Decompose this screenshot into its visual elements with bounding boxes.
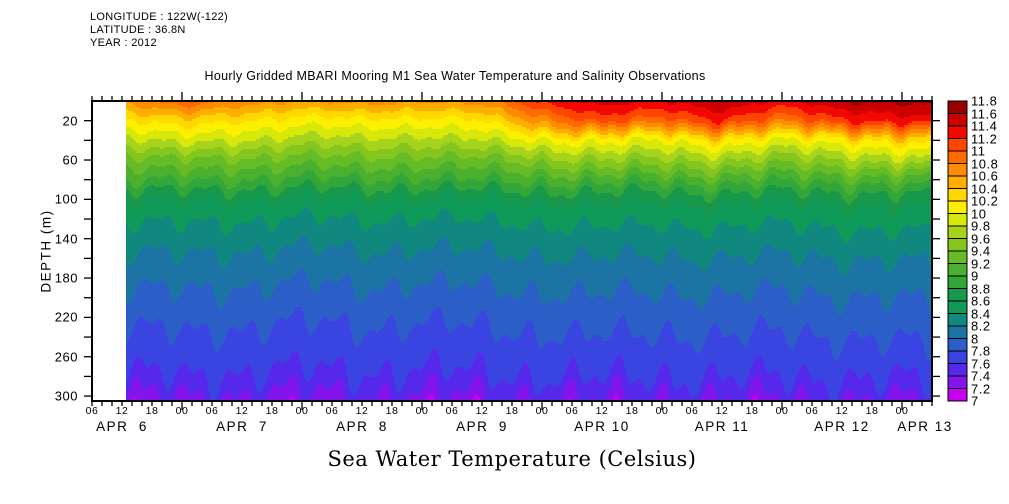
x-axis-hour-label: 12: [355, 405, 369, 417]
x-axis-day-label: APR 6: [96, 419, 148, 434]
colorbar-tick-label: 9.8: [971, 218, 991, 234]
x-axis-day-label: APR 11: [694, 419, 750, 434]
colorbar-tick-label: 10.4: [971, 181, 999, 196]
x-axis-hour-label: 18: [745, 405, 759, 417]
x-axis-hour-label: 00: [895, 405, 909, 417]
header-info: LONGITUDE : 122W(-122) LATITUDE : 36.8N …: [90, 11, 228, 50]
x-axis-day-label: APR 9: [456, 419, 508, 434]
x-axis-hour-label: 18: [505, 405, 519, 417]
x-axis-hour-label: 18: [265, 405, 279, 417]
x-axis-hour-label: 00: [295, 405, 309, 417]
x-axis-hour-label: 12: [715, 405, 729, 417]
y-axis-tick-label: 220: [54, 309, 78, 325]
y-axis-tick-label: 140: [54, 231, 78, 247]
colorbar-tick-label: 7.2: [971, 381, 991, 396]
x-axis-day-label: APR 8: [336, 419, 388, 434]
x-axis-hour-label: 18: [625, 405, 639, 417]
x-axis-hour-label: 06: [685, 405, 699, 417]
y-axis-tick-label: 300: [54, 388, 78, 404]
x-axis-hour-label: 00: [775, 405, 789, 417]
colorbar-tick-label: 9.4: [971, 243, 991, 259]
x-axis-hour-label: 00: [415, 405, 429, 417]
x-axis-hour-label: 12: [475, 405, 489, 417]
colorbar-tick-label: 8: [971, 331, 979, 346]
colorbar-tick-label: 8.2: [971, 318, 991, 334]
colorbar-tick-label: 7.6: [971, 356, 991, 371]
x-axis-hour-label: 06: [325, 405, 339, 417]
colorbar-tick-label: 11.6: [971, 106, 998, 121]
colorbar-tick-label: 7.4: [971, 368, 991, 384]
x-axis-day-label: APR 7: [216, 419, 268, 434]
y-axis-tick-label: 20: [62, 113, 78, 129]
x-axis-hour-label: 12: [235, 405, 249, 417]
colorbar-tick-label: 9: [971, 268, 979, 284]
colorbar-tick-label: 7.8: [971, 343, 991, 359]
colorbar-tick-label: 9.6: [971, 231, 991, 246]
y-axis-title: DEPTH (m): [38, 209, 54, 293]
colorbar-tick-label: 8.4: [971, 306, 991, 321]
y-axis-tick-label: 100: [54, 191, 78, 207]
x-axis-hour-label: 18: [145, 405, 159, 417]
colorbar-tick-label: 10: [971, 206, 987, 221]
y-axis-tick-label: 260: [54, 349, 78, 365]
colorbar-tick-label: 10.6: [971, 168, 999, 184]
colorbar-tick-label: 11.4: [971, 118, 998, 134]
x-axis-hour-label: 12: [115, 405, 129, 417]
header-latitude: LATITUDE : 36.8N: [90, 24, 186, 36]
x-axis-variable-title: Sea Water Temperature (Celsius): [327, 447, 697, 471]
colorbar-tick-label: 9.2: [971, 256, 991, 271]
colorbar-tick-label: 11.2: [971, 131, 998, 146]
x-axis-hour-label: 06: [565, 405, 579, 417]
x-axis-day-label: APR 12: [814, 419, 870, 434]
colorbar-tick-label: 7: [971, 393, 979, 409]
colorbar-tick-label: 8.8: [971, 281, 991, 296]
x-axis-hour-label: 00: [175, 405, 189, 417]
x-axis-hour-label: 06: [805, 405, 819, 417]
x-axis-day-label: APR 10: [574, 419, 630, 434]
x-axis-hour-label: 12: [595, 405, 609, 417]
y-axis-tick-label: 180: [54, 270, 78, 286]
x-axis-hour-label: 00: [535, 405, 549, 417]
colorbar-tick-label: 10.8: [971, 156, 999, 171]
x-axis-day-label: APR 13: [897, 419, 953, 434]
chart-title: Hourly Gridded MBARI Mooring M1 Sea Wate…: [204, 69, 706, 83]
x-axis-hour-label: 12: [835, 405, 849, 417]
x-axis-hour-label: 18: [865, 405, 879, 417]
x-axis-hour-label: 00: [655, 405, 669, 417]
header-longitude: LONGITUDE : 122W(-122): [90, 11, 229, 23]
colorbar-tick-label: 11: [971, 143, 986, 159]
x-axis-hour-label: 18: [385, 405, 399, 417]
colorbar-tick-label: 8.6: [971, 293, 991, 309]
x-axis-hour-label: 06: [205, 405, 219, 417]
y-axis-tick-label: 60: [62, 152, 78, 168]
x-axis-hour-label: 06: [85, 405, 99, 417]
colorbar-tick-label: 11.8: [971, 93, 998, 109]
colorbar-tick-label: 10.2: [971, 193, 999, 209]
x-axis-hour-label: 06: [445, 405, 459, 417]
header-year: YEAR : 2012: [90, 37, 157, 49]
